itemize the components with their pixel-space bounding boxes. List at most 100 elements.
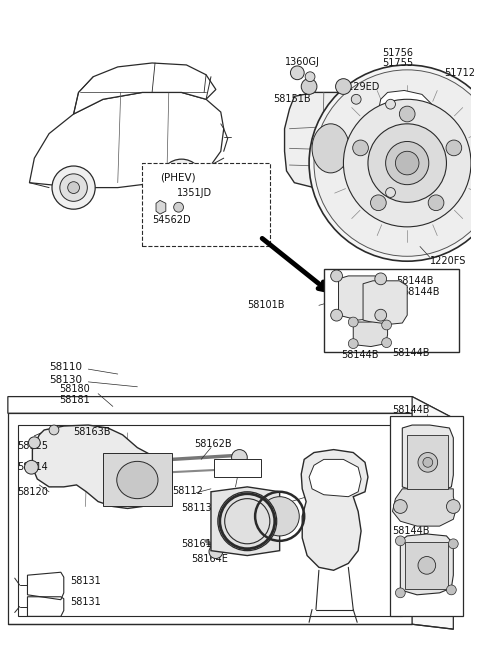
Polygon shape: [412, 397, 453, 629]
Text: 58101B: 58101B: [247, 300, 285, 311]
Text: 51756: 51756: [383, 48, 414, 58]
Text: 58144B: 58144B: [393, 526, 430, 536]
Text: 58131: 58131: [71, 576, 101, 586]
Circle shape: [428, 195, 444, 211]
Text: 1360GJ: 1360GJ: [285, 57, 319, 67]
Circle shape: [446, 585, 456, 595]
Circle shape: [68, 182, 80, 193]
Polygon shape: [8, 397, 453, 435]
Text: 51755: 51755: [383, 58, 414, 68]
Circle shape: [343, 99, 471, 227]
Circle shape: [418, 556, 436, 574]
Text: 58114A: 58114A: [228, 499, 266, 510]
Text: 58144B: 58144B: [402, 287, 440, 296]
Polygon shape: [301, 450, 368, 570]
Circle shape: [301, 79, 317, 94]
Polygon shape: [285, 93, 378, 188]
Circle shape: [336, 79, 351, 94]
Circle shape: [348, 339, 358, 349]
Polygon shape: [377, 91, 439, 212]
Text: 58163B: 58163B: [73, 427, 111, 437]
Circle shape: [348, 317, 358, 327]
Circle shape: [446, 140, 462, 156]
Bar: [407, 435, 448, 489]
Text: 58120: 58120: [18, 487, 48, 497]
Circle shape: [351, 94, 361, 104]
Circle shape: [423, 457, 433, 467]
Text: 58162B: 58162B: [194, 439, 232, 449]
Circle shape: [49, 425, 59, 435]
Bar: [8, 413, 412, 624]
Text: 58144B: 58144B: [341, 351, 379, 360]
Circle shape: [385, 188, 396, 197]
Bar: [324, 269, 459, 353]
Circle shape: [24, 461, 38, 474]
Polygon shape: [29, 93, 224, 188]
Text: 58161B: 58161B: [181, 539, 219, 549]
Text: 58113: 58113: [181, 503, 212, 514]
Polygon shape: [402, 425, 453, 492]
Text: 1129ED: 1129ED: [341, 82, 380, 91]
Polygon shape: [309, 459, 361, 497]
Circle shape: [448, 539, 458, 549]
Text: (PHEV): (PHEV): [160, 173, 195, 183]
Circle shape: [176, 175, 187, 186]
Circle shape: [160, 159, 203, 203]
Text: 54562D: 54562D: [152, 215, 191, 225]
Circle shape: [314, 70, 480, 256]
Text: 58314: 58314: [18, 462, 48, 472]
Text: 58110: 58110: [49, 362, 82, 372]
Circle shape: [309, 65, 480, 261]
Bar: [390, 416, 463, 617]
Polygon shape: [400, 534, 453, 595]
Polygon shape: [353, 322, 387, 347]
Text: 1220FS: 1220FS: [430, 256, 466, 266]
Polygon shape: [366, 77, 453, 234]
Ellipse shape: [312, 124, 349, 173]
Bar: [103, 452, 172, 507]
Polygon shape: [393, 489, 456, 526]
Bar: [18, 425, 402, 617]
Text: 58181: 58181: [59, 395, 90, 404]
Circle shape: [52, 166, 95, 209]
Circle shape: [260, 497, 299, 536]
FancyBboxPatch shape: [214, 459, 261, 477]
Polygon shape: [156, 201, 166, 214]
Text: 51712: 51712: [444, 68, 476, 78]
Circle shape: [399, 106, 415, 122]
Circle shape: [60, 174, 87, 201]
Circle shape: [353, 140, 368, 156]
Bar: [405, 542, 448, 589]
Text: 58164E: 58164E: [216, 466, 253, 476]
Text: 58131: 58131: [71, 597, 101, 607]
Circle shape: [331, 270, 342, 282]
Polygon shape: [211, 487, 280, 556]
Circle shape: [382, 320, 392, 330]
Circle shape: [231, 450, 247, 465]
Circle shape: [371, 195, 386, 211]
Circle shape: [331, 309, 342, 321]
Circle shape: [375, 309, 386, 321]
Bar: [142, 163, 270, 247]
Circle shape: [396, 536, 405, 546]
Circle shape: [305, 72, 315, 82]
Text: 58112: 58112: [172, 486, 203, 496]
Text: 58125: 58125: [18, 441, 48, 451]
Circle shape: [375, 273, 386, 285]
Circle shape: [28, 437, 40, 448]
Text: 1351JD: 1351JD: [177, 188, 212, 199]
Circle shape: [218, 492, 276, 551]
Text: 58180: 58180: [59, 384, 90, 394]
Circle shape: [396, 588, 405, 598]
Circle shape: [209, 545, 223, 558]
Circle shape: [168, 167, 195, 195]
Text: 58144B: 58144B: [396, 276, 434, 286]
Circle shape: [394, 499, 407, 513]
Circle shape: [174, 203, 183, 212]
Circle shape: [446, 499, 460, 513]
Circle shape: [385, 99, 396, 109]
Text: 58151B: 58151B: [273, 94, 311, 104]
Text: 58164E: 58164E: [192, 553, 228, 564]
Circle shape: [385, 142, 429, 184]
Ellipse shape: [117, 461, 158, 499]
